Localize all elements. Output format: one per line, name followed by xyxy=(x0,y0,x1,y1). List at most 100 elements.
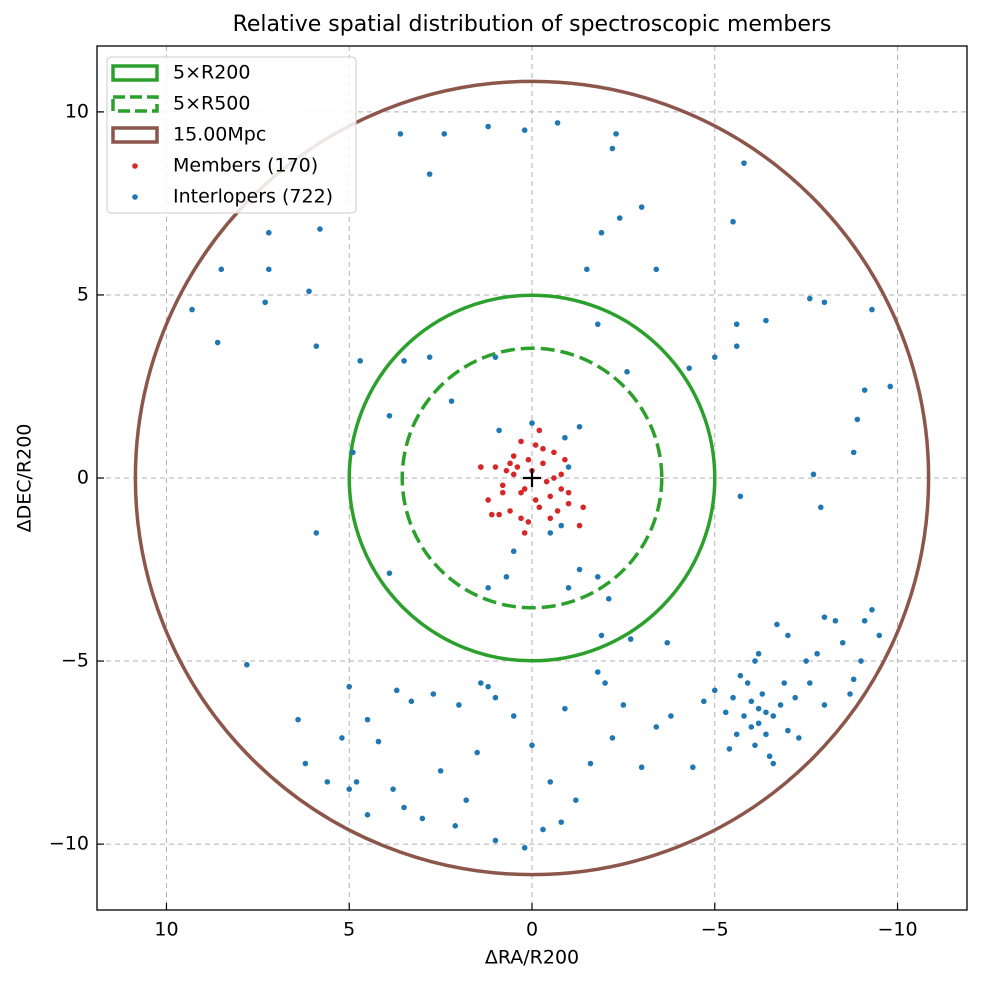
point xyxy=(730,694,736,701)
point xyxy=(565,585,572,591)
point xyxy=(350,449,356,456)
point xyxy=(748,724,755,730)
legend-swatch xyxy=(111,95,159,113)
point xyxy=(485,123,491,130)
point xyxy=(686,365,692,371)
point xyxy=(478,680,484,686)
point xyxy=(532,497,539,503)
legend: 5×R200 5×R500 15.00Mpc Members (170) Interlo… xyxy=(106,56,357,214)
point xyxy=(547,779,554,785)
point xyxy=(763,709,769,716)
point xyxy=(558,522,565,529)
point xyxy=(711,687,718,694)
point xyxy=(478,464,484,470)
point xyxy=(536,504,543,511)
point xyxy=(485,497,491,503)
center-marker xyxy=(523,469,541,487)
point xyxy=(529,420,535,426)
point xyxy=(448,398,455,404)
point xyxy=(554,120,561,126)
point xyxy=(565,500,572,507)
x-tick-label: −10 xyxy=(877,919,917,941)
point xyxy=(573,797,579,803)
point xyxy=(638,204,645,210)
point xyxy=(668,713,674,719)
point xyxy=(488,511,495,518)
point xyxy=(262,299,268,306)
point xyxy=(730,218,736,225)
point xyxy=(781,680,788,686)
point xyxy=(624,369,630,375)
point xyxy=(346,786,353,792)
point xyxy=(313,343,320,350)
point xyxy=(638,764,645,771)
point xyxy=(620,702,627,708)
point xyxy=(627,636,634,642)
legend-box xyxy=(106,56,357,214)
point xyxy=(741,713,747,719)
point xyxy=(386,412,393,419)
point xyxy=(499,489,506,496)
point xyxy=(353,779,360,785)
point xyxy=(503,574,510,580)
legend-label: 5×R500 xyxy=(173,93,250,115)
point xyxy=(313,530,320,536)
point xyxy=(408,698,415,705)
point xyxy=(850,449,857,456)
point xyxy=(598,632,605,639)
point xyxy=(463,797,470,803)
point xyxy=(558,471,565,478)
point xyxy=(594,669,601,675)
x-tick-label: 10 xyxy=(154,919,178,941)
point xyxy=(492,837,499,844)
point xyxy=(770,713,777,719)
point xyxy=(869,606,875,613)
legend-label: Members (170) xyxy=(173,155,318,177)
point xyxy=(576,566,583,573)
point xyxy=(540,460,546,467)
radius-circle xyxy=(347,293,717,663)
legend-marker xyxy=(132,194,138,200)
point xyxy=(510,713,517,719)
legend-label: Interlopers (722) xyxy=(173,186,333,208)
point xyxy=(474,749,480,756)
point xyxy=(858,658,864,664)
point xyxy=(711,354,718,360)
point xyxy=(306,288,312,295)
point xyxy=(847,691,853,697)
point xyxy=(616,215,623,221)
point xyxy=(339,735,345,741)
point xyxy=(748,698,755,705)
point xyxy=(766,753,773,760)
x-axis-label: ΔRA/R200 xyxy=(485,947,579,969)
point xyxy=(302,760,309,767)
point xyxy=(218,266,225,273)
point xyxy=(580,504,586,511)
point xyxy=(543,478,550,485)
point xyxy=(737,672,744,679)
point xyxy=(653,266,660,273)
point xyxy=(441,131,448,137)
plot-frame xyxy=(96,45,968,911)
point xyxy=(456,702,462,708)
point xyxy=(375,738,382,745)
x-tick-label: 0 xyxy=(526,919,538,941)
point xyxy=(861,387,868,393)
y-tick-label: 5 xyxy=(77,283,89,305)
legend-label: 15.00Mpc xyxy=(173,124,266,146)
point xyxy=(529,742,535,749)
point xyxy=(551,449,557,456)
point xyxy=(485,683,491,690)
point xyxy=(518,489,524,496)
point xyxy=(558,486,565,492)
point xyxy=(346,683,353,690)
point xyxy=(521,486,528,492)
point xyxy=(653,724,660,730)
point xyxy=(733,731,740,738)
point xyxy=(562,456,568,463)
point xyxy=(401,804,407,811)
point xyxy=(839,639,846,646)
point xyxy=(744,680,751,686)
legend-marker xyxy=(132,163,138,169)
point xyxy=(774,621,780,628)
